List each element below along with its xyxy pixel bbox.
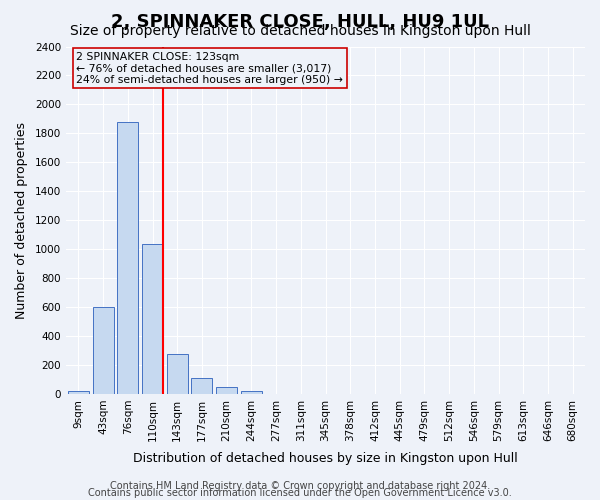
Y-axis label: Number of detached properties: Number of detached properties [15,122,28,318]
X-axis label: Distribution of detached houses by size in Kingston upon Hull: Distribution of detached houses by size … [133,452,518,465]
Text: Contains public sector information licensed under the Open Government Licence v3: Contains public sector information licen… [88,488,512,498]
Bar [142,244,163,394]
Bar [241,391,262,394]
Text: Contains HM Land Registry data © Crown copyright and database right 2024.: Contains HM Land Registry data © Crown c… [110,481,490,491]
Bar [191,378,212,394]
Bar [216,388,237,394]
Bar [118,122,139,394]
Bar [92,307,113,394]
Bar [68,391,89,394]
Text: 2 SPINNAKER CLOSE: 123sqm
← 76% of detached houses are smaller (3,017)
24% of se: 2 SPINNAKER CLOSE: 123sqm ← 76% of detac… [76,52,343,85]
Text: 2, SPINNAKER CLOSE, HULL, HU9 1UL: 2, SPINNAKER CLOSE, HULL, HU9 1UL [111,12,489,30]
Text: Size of property relative to detached houses in Kingston upon Hull: Size of property relative to detached ho… [70,24,530,38]
Bar [167,354,188,394]
